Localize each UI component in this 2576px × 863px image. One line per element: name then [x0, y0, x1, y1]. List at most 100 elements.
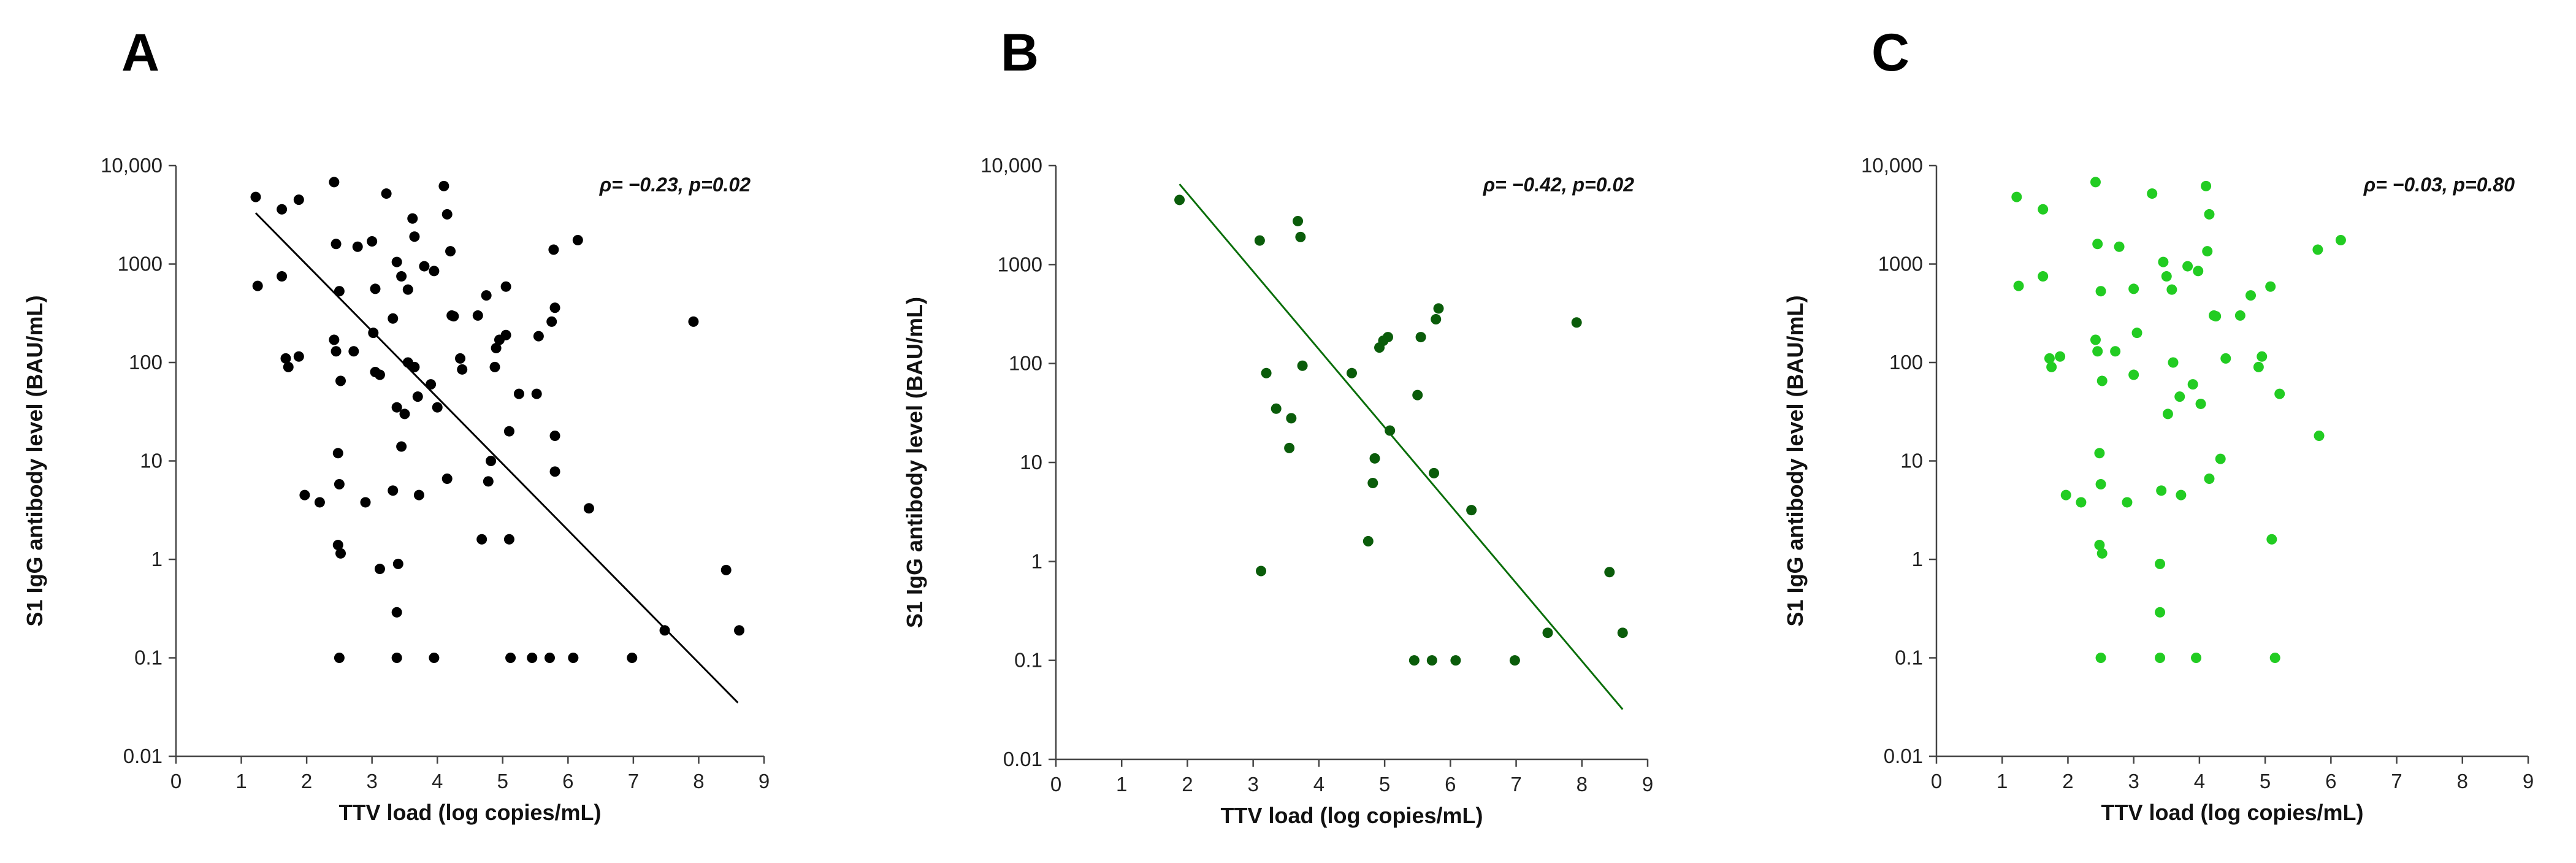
y-tick-label: 1	[1912, 548, 1923, 570]
data-point	[533, 331, 544, 342]
y-tick-label: 0.01	[1003, 748, 1042, 770]
x-tick-label: 5	[1379, 773, 1390, 796]
data-point	[1429, 467, 1440, 478]
data-point	[2110, 346, 2121, 357]
data-point	[486, 456, 497, 466]
data-point	[2204, 473, 2215, 484]
data-point	[1363, 535, 1374, 547]
data-point	[549, 302, 560, 313]
y-axis-title: S1 IgG antibody level (BAU/mL)	[902, 297, 927, 628]
x-tick-label: 2	[2062, 770, 2073, 792]
data-point	[2193, 266, 2204, 277]
y-tick-label: 100	[1889, 351, 1923, 374]
x-axis-title: TTV load (log copies/mL)	[1220, 803, 1483, 828]
data-point	[445, 246, 456, 257]
data-point	[2274, 388, 2285, 399]
data-point	[489, 361, 500, 372]
x-tick-label: 9	[759, 770, 770, 792]
data-point	[455, 353, 466, 364]
data-point	[2096, 375, 2108, 386]
panel-b: B 0.01 0.1 1 10 100 1000 10,000 0 1 2 3 4 5 6 7 8 9 TTV lo…	[902, 23, 1653, 828]
data-point	[367, 236, 378, 247]
data-point	[429, 266, 440, 277]
data-point	[293, 351, 304, 362]
data-point	[370, 283, 381, 294]
data-point	[1426, 655, 1437, 666]
data-point	[438, 180, 449, 191]
y-tick-label: 10,000	[101, 154, 162, 177]
y-axis-title: S1 IgG antibody level (BAU/mL)	[1783, 295, 1808, 626]
data-point	[1450, 655, 1461, 666]
data-point	[374, 564, 385, 575]
data-point	[334, 653, 345, 663]
data-point	[2094, 448, 2105, 459]
data-point	[627, 653, 638, 663]
x-tick-label: 8	[1577, 773, 1588, 796]
data-point	[334, 286, 345, 297]
data-point	[2090, 334, 2101, 345]
data-point	[409, 361, 420, 372]
data-point	[277, 271, 288, 282]
data-point	[2168, 357, 2179, 368]
data-point	[2176, 489, 2187, 501]
data-point	[335, 548, 346, 559]
x-tick-label: 3	[1247, 773, 1258, 796]
data-point	[2155, 607, 2166, 618]
data-point	[396, 271, 407, 282]
data-point	[2269, 653, 2280, 663]
data-point	[2220, 353, 2231, 364]
data-point	[503, 534, 514, 545]
data-point	[2182, 261, 2193, 272]
data-point	[1293, 215, 1304, 226]
data-point	[1295, 231, 1306, 242]
data-point	[2055, 351, 2066, 362]
data-point	[299, 489, 310, 501]
data-point	[2094, 540, 2105, 551]
data-point	[329, 177, 340, 188]
y-tick-label: 0.1	[1014, 649, 1042, 672]
data-point	[457, 364, 468, 375]
data-point	[688, 316, 699, 327]
data-point	[391, 653, 402, 663]
data-point	[2201, 180, 2212, 191]
x-tick-label: 1	[1116, 773, 1127, 796]
data-point	[1431, 314, 1442, 325]
data-point	[2312, 244, 2323, 255]
data-point	[481, 290, 492, 301]
data-point	[2128, 283, 2139, 294]
x-tick-label: 6	[562, 770, 573, 792]
data-point	[2166, 284, 2177, 295]
panel-letter: A	[121, 23, 159, 82]
data-point	[505, 653, 516, 663]
data-point	[2257, 351, 2268, 362]
data-point	[549, 431, 560, 442]
data-point	[476, 534, 487, 545]
data-point	[348, 346, 359, 357]
data-point	[2095, 478, 2106, 489]
x-tick-label: 4	[432, 770, 443, 792]
data-point	[500, 329, 511, 340]
data-point	[2092, 346, 2103, 357]
data-point	[374, 369, 385, 380]
data-point	[503, 426, 514, 437]
data-point	[1415, 332, 1426, 343]
data-point	[1286, 413, 1297, 424]
data-point	[402, 284, 413, 295]
data-point	[2195, 398, 2206, 409]
data-point	[2122, 497, 2133, 508]
data-point	[280, 353, 291, 364]
data-point	[1369, 453, 1380, 464]
y-tick-label: 0.1	[1895, 646, 1923, 669]
data-point	[2155, 558, 2166, 569]
data-point	[2174, 391, 2185, 402]
data-point	[2266, 534, 2277, 545]
data-point	[2314, 431, 2325, 442]
y-tick-label: 1000	[998, 253, 1042, 275]
data-point	[332, 448, 343, 459]
correlation-stat: ρ= −0.23, p=0.02	[599, 174, 751, 196]
data-point	[2095, 286, 2106, 297]
x-tick-label: 0	[1050, 773, 1061, 796]
y-tick-label: 100	[1009, 352, 1042, 375]
x-tick-label: 4	[1313, 773, 1324, 796]
correlation-stat: ρ= −0.03, p=0.80	[2363, 174, 2515, 196]
